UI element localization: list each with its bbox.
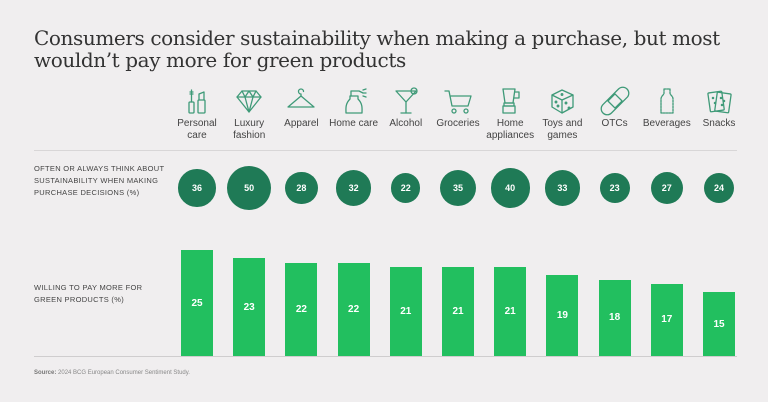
- bubble: 27: [650, 171, 683, 205]
- hanger-icon: [287, 88, 316, 108]
- bar: 17: [650, 283, 683, 356]
- bubble-row-label: OFTEN OR ALWAYS THINK ABOUT SUSTAINABILI…: [34, 164, 165, 197]
- category-apparel: Apparel: [271, 86, 331, 130]
- cocktail-icon: [395, 87, 418, 114]
- bar-value-label: 17: [661, 314, 673, 326]
- category-home-care: Home care: [324, 86, 384, 130]
- bar: 21: [442, 266, 474, 356]
- category-otcs: OTCs: [585, 86, 645, 130]
- source-note: Source: 2024 BCG European Consumer Senti…: [34, 370, 190, 376]
- bottle-icon: [660, 88, 674, 114]
- cosmetics-icon: [188, 89, 206, 114]
- bubble: 32: [336, 170, 372, 206]
- category-label: Snacks: [702, 118, 736, 129]
- bar: 25: [181, 250, 213, 356]
- bubble: 24: [703, 172, 735, 204]
- bar-value-label: 23: [243, 301, 255, 313]
- category-label: Apparel: [284, 118, 319, 129]
- bar-row-label: WILLING TO PAY MORE FOR GREEN PRODUCTS (…: [34, 283, 143, 304]
- category-label: Home appliances: [486, 118, 535, 141]
- divider: [34, 150, 737, 151]
- category-label: Groceries: [436, 118, 480, 129]
- bar: 21: [389, 266, 422, 356]
- category-home-appliances: Home appliances: [480, 86, 540, 142]
- bar-value-label: 25: [191, 297, 203, 309]
- bar-value-label: 21: [400, 305, 412, 317]
- blender-icon: [502, 88, 520, 114]
- bubble: 28: [284, 171, 318, 205]
- category-luxury-fashion: Luxury fashion: [219, 86, 279, 142]
- bar: 23: [233, 258, 266, 356]
- bar: 22: [337, 262, 370, 356]
- bubble: 50: [227, 166, 272, 210]
- bubble: 35: [439, 169, 477, 207]
- bar-value-label: 18: [609, 312, 621, 324]
- bar-value-label: 21: [452, 305, 464, 317]
- chart-title: Consumers consider sustainability when m…: [34, 26, 720, 72]
- category-label: Luxury fashion: [233, 118, 266, 141]
- dice-icon: [551, 89, 575, 114]
- category-label: Toys and games: [542, 118, 583, 141]
- spray-bottle-icon: [344, 88, 367, 114]
- x-axis-line: [34, 356, 737, 357]
- bubble: 40: [490, 168, 530, 208]
- category-beverages: Beverages: [637, 86, 697, 130]
- category-groceries: Groceries: [428, 86, 488, 130]
- bar: 15: [703, 292, 735, 356]
- bar-value-label: 19: [556, 310, 568, 322]
- category-label: Home care: [329, 118, 379, 129]
- bar-value-label: 22: [295, 303, 307, 315]
- category-label: Alcohol: [389, 118, 423, 129]
- bubble: 22: [391, 173, 421, 203]
- bar: 22: [285, 262, 318, 356]
- category-snacks: Snacks: [689, 86, 749, 130]
- source-label: Source:: [34, 370, 57, 376]
- bar-value-label: 22: [348, 303, 360, 315]
- category-label: Beverages: [642, 118, 691, 129]
- shopping-cart-icon: [444, 90, 472, 114]
- bar: 18: [598, 279, 631, 356]
- category-personal-care: Personal care: [167, 86, 227, 142]
- bar-value-label: 15: [713, 318, 725, 330]
- category-label: OTCs: [601, 118, 628, 129]
- source-text: 2024 BCG European Consumer Sentiment Stu…: [58, 370, 190, 376]
- crackers-icon: [707, 90, 732, 114]
- bar-value-label: 21: [504, 305, 516, 317]
- bubble: 36: [178, 169, 216, 207]
- bandage-icon: [600, 86, 630, 116]
- category-alcohol: Alcohol: [376, 86, 436, 130]
- bubble: 23: [599, 173, 630, 203]
- bar: 21: [494, 266, 527, 356]
- category-label: Personal care: [177, 118, 217, 141]
- category-toys-and-games: Toys and games: [532, 86, 592, 142]
- bar: 19: [546, 275, 579, 356]
- diamond-icon: [236, 90, 262, 113]
- bubble: 33: [544, 170, 581, 206]
